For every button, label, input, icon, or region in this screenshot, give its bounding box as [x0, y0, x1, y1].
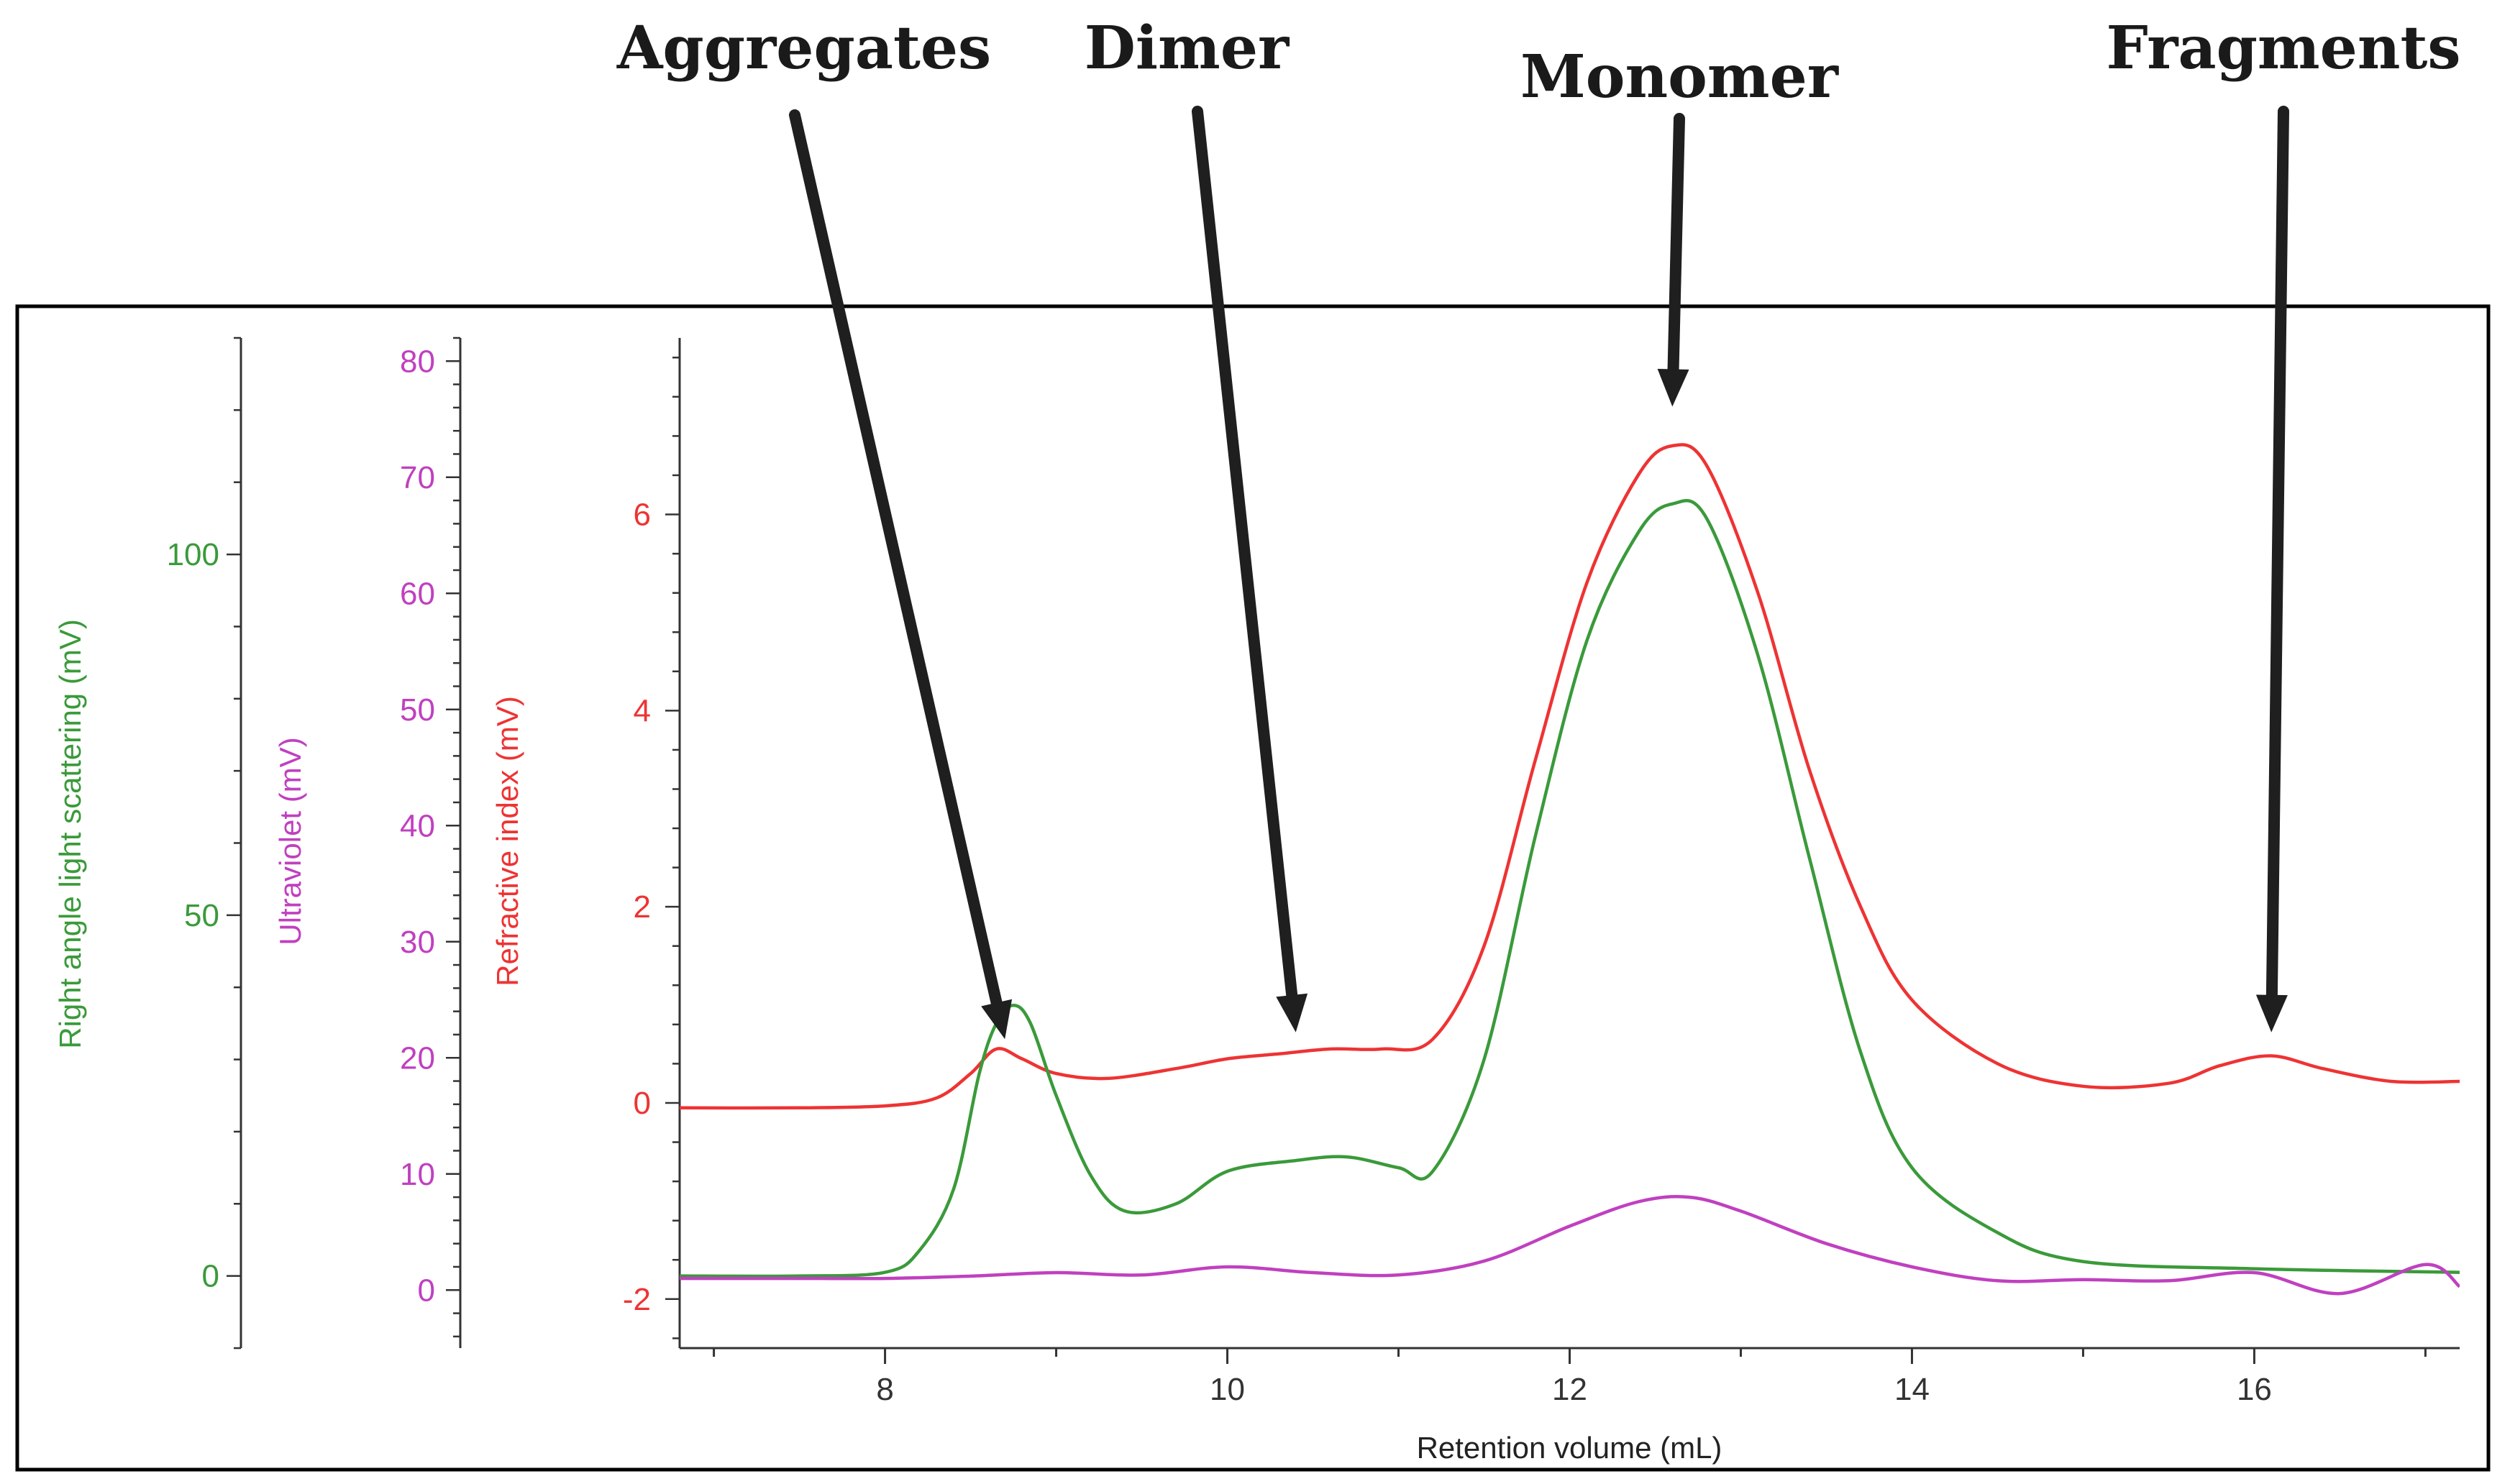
uv-tick-label: 10 — [400, 1157, 435, 1192]
x-tick-label: 14 — [1894, 1372, 1930, 1407]
uv-tick-label: 50 — [400, 692, 435, 728]
uv-tick-label: 60 — [400, 576, 435, 611]
axes-layer: 8 10 12 14 16 0 50 100 0 10 20 30 40 50 60 70 80 -2 0 2 4 6 — [167, 336, 2460, 1407]
uv-tick-label: 20 — [400, 1040, 435, 1076]
annotation-layer: Aggregates Dimer Monomer Fragments — [616, 14, 2461, 1040]
annotation-label: Dimer — [1085, 14, 1290, 83]
annotation-label: Aggregates — [616, 14, 991, 83]
uv-tick-label: 30 — [400, 925, 435, 960]
annotation-arrow-head — [981, 999, 1013, 1040]
uv-series-line — [680, 1194, 2460, 1296]
uv-axis-title: Ultraviolet (mV) — [273, 737, 307, 945]
ri-tick-label: 0 — [634, 1086, 651, 1121]
x-tick-label: 12 — [1552, 1372, 1587, 1407]
ri-axis-title: Refractive index (mV) — [490, 696, 524, 986]
rals-tick-label: 100 — [167, 537, 219, 572]
ri-tick-label: 6 — [634, 498, 651, 533]
ri-series-line — [680, 443, 2460, 1110]
x-tick-label: 16 — [2237, 1372, 2272, 1407]
annotation-arrow-shaft — [789, 109, 1003, 1009]
ri-tick-label: -2 — [623, 1282, 651, 1317]
annotation-arrow-head — [2255, 994, 2288, 1032]
rals-axis-title: Right angle light scattering (mV) — [53, 619, 87, 1049]
rals-tick-label: 0 — [202, 1259, 219, 1294]
annotation-arrow-head — [1276, 993, 1308, 1032]
annotation-label: Fragments — [2106, 14, 2460, 83]
x-tick-label: 8 — [876, 1372, 893, 1407]
annotation-label: Monomer — [1520, 42, 1840, 111]
ri-tick-label: 4 — [634, 693, 651, 728]
uv-tick-label: 40 — [400, 808, 435, 843]
ri-tick-label: 2 — [634, 889, 651, 925]
uv-tick-label: 70 — [400, 460, 435, 495]
annotation-arrow-shaft — [1192, 106, 1298, 1002]
x-axis-title: Retention volume (mL) — [1417, 1431, 1722, 1465]
uv-tick-label: 80 — [400, 344, 435, 379]
annotation-arrow-shaft — [2265, 106, 2289, 1001]
x-tick-label: 10 — [1210, 1372, 1245, 1407]
uv-tick-label: 0 — [418, 1273, 435, 1308]
annotation-arrow-shaft — [1667, 113, 1685, 375]
chart-frame — [15, 304, 2491, 1472]
annotation-arrow-head — [1657, 369, 1689, 407]
series-layer — [680, 443, 2460, 1296]
rals-series-line — [680, 499, 2460, 1278]
rals-tick-label: 50 — [184, 898, 219, 933]
